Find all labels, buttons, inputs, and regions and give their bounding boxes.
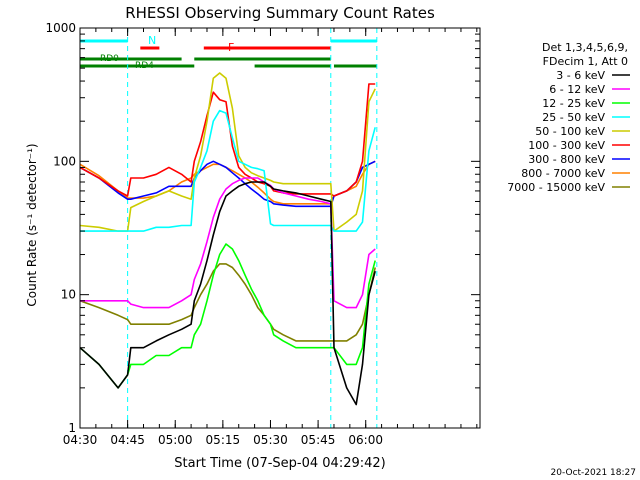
legend-label-0: 3 - 6 keV [556, 69, 605, 82]
series-line-12-25-kev [79, 243, 376, 389]
y-tick-label-2: 100 [53, 154, 76, 168]
footer-date: 20-Oct-2021 18:27 [551, 468, 636, 478]
x-axis-label: Start Time (07-Sep-04 04:29:42) [174, 456, 385, 471]
plot-frame [79, 27, 481, 429]
legend-header-1: FDecim 1, Att 0 [543, 55, 628, 68]
x-tick-label-1: 04:45 [110, 433, 145, 447]
legend-label-6: 300 - 800 keV [528, 153, 605, 166]
legend: Det 1,3,4,5,6,9,FDecim 1, Att 03 - 6 keV… [507, 41, 630, 194]
x-tick-label-5: 05:45 [301, 433, 336, 447]
x-tick-label-3: 05:15 [206, 433, 241, 447]
legend-label-4: 50 - 100 keV [535, 125, 605, 138]
y-axis-label: Count Rate (s⁻¹ detector⁻¹) [25, 143, 39, 306]
y-tick-label-0: 1 [68, 421, 76, 435]
series-lines [79, 72, 376, 406]
legend-label-2: 12 - 25 keV [542, 97, 605, 110]
x-tick-label-0: 04:30 [63, 433, 98, 447]
axes: 04:30 04:45 05:00 05:15 05:30 05:45 06:00 1 10 10… [45, 21, 481, 447]
series-line-7000-15000-kev [79, 263, 376, 342]
legend-label-8: 7000 - 15000 keV [507, 181, 605, 194]
y-tick-label-3: 1000 [45, 21, 76, 35]
x-tick-label-2: 05:00 [158, 433, 193, 447]
legend-header-0: Det 1,3,4,5,6,9, [542, 41, 628, 54]
annotation-rd0: RD0 [100, 54, 119, 64]
legend-label-7: 800 - 7000 keV [521, 167, 605, 180]
x-tick-label-4: 05:30 [253, 433, 288, 447]
legend-label-1: 6 - 12 keV [549, 83, 605, 96]
series-line-3-6-kev [79, 181, 376, 406]
legend-label-3: 25 - 50 keV [542, 111, 605, 124]
y-tick-label-1: 10 [61, 288, 76, 302]
annotation-rd4: RD4 [135, 61, 154, 71]
x-tick-label-6: 06:00 [348, 433, 383, 447]
series-line-50-100-kev [79, 72, 376, 232]
observing-flag-bars: N F RD0 RD4 [79, 28, 378, 428]
annotation-n: N [148, 34, 156, 47]
chart-title: RHESSI Observing Summary Count Rates [125, 4, 435, 22]
annotation-f: F [228, 41, 234, 54]
legend-label-5: 100 - 300 keV [528, 139, 605, 152]
